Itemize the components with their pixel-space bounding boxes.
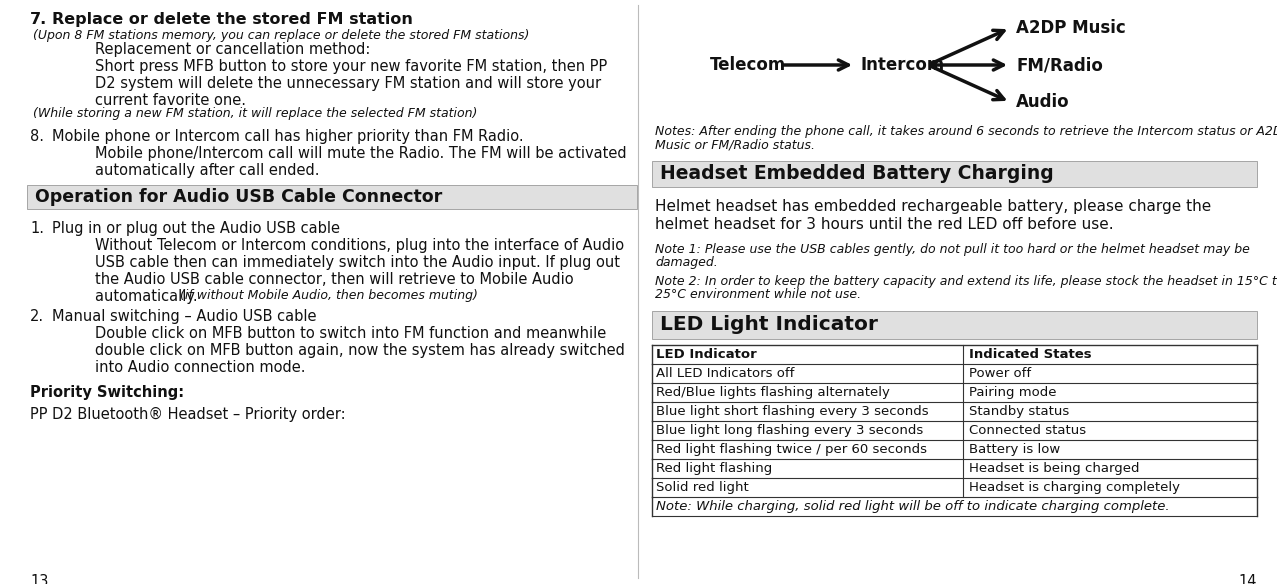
Text: Red light flashing twice / per 60 seconds: Red light flashing twice / per 60 second… [656,443,927,456]
Text: Double click on MFB button to switch into FM function and meanwhile: Double click on MFB button to switch int… [94,326,607,341]
Text: the Audio USB cable connector, then will retrieve to Mobile Audio: the Audio USB cable connector, then will… [94,272,573,287]
Text: Music or FM/Radio status.: Music or FM/Radio status. [655,138,815,151]
Text: 1.: 1. [29,221,43,236]
Text: automatically after call ended.: automatically after call ended. [94,163,319,178]
Text: Note 2: In order to keep the battery capacity and extend its life, please stock : Note 2: In order to keep the battery cap… [655,275,1277,288]
Text: Helmet headset has embedded rechargeable battery, please charge the: Helmet headset has embedded rechargeable… [655,199,1212,214]
Text: Replace or delete the stored FM station: Replace or delete the stored FM station [52,12,412,27]
Text: Red light flashing: Red light flashing [656,462,773,475]
FancyBboxPatch shape [27,185,637,209]
Text: Manual switching – Audio USB cable: Manual switching – Audio USB cable [52,309,317,324]
Text: Red/Blue lights flashing alternately: Red/Blue lights flashing alternately [656,386,890,399]
Text: Priority Switching:: Priority Switching: [29,385,184,400]
Text: Power off: Power off [969,367,1031,380]
Text: Note: While charging, solid red light will be off to indicate charging complete.: Note: While charging, solid red light wi… [656,500,1170,513]
Text: LED Light Indicator: LED Light Indicator [660,315,877,334]
Text: Blue light long flashing every 3 seconds: Blue light long flashing every 3 seconds [656,424,923,437]
Text: Mobile phone/Intercom call will mute the Radio. The FM will be activated: Mobile phone/Intercom call will mute the… [94,146,627,161]
Text: Headset is being charged: Headset is being charged [969,462,1139,475]
Text: Connected status: Connected status [969,424,1087,437]
Text: Replacement or cancellation method:: Replacement or cancellation method: [94,42,370,57]
Text: (While storing a new FM station, it will replace the selected FM station): (While storing a new FM station, it will… [33,107,478,120]
Text: (Upon 8 FM stations memory, you can replace or delete the stored FM stations): (Upon 8 FM stations memory, you can repl… [33,29,530,42]
Text: Note 1: Please use the USB cables gently, do not pull it too hard or the helmet : Note 1: Please use the USB cables gently… [655,243,1250,256]
Text: Battery is low: Battery is low [969,443,1060,456]
Text: 25°C environment while not use.: 25°C environment while not use. [655,288,861,301]
Text: Headset is charging completely: Headset is charging completely [969,481,1180,494]
Text: into Audio connection mode.: into Audio connection mode. [94,360,305,375]
Text: double click on MFB button again, now the system has already switched: double click on MFB button again, now th… [94,343,624,358]
Text: current favorite one.: current favorite one. [94,93,246,108]
Text: Operation for Audio USB Cable Connector: Operation for Audio USB Cable Connector [34,188,442,206]
Text: Notes: After ending the phone call, it takes around 6 seconds to retrieve the In: Notes: After ending the phone call, it t… [655,125,1277,138]
FancyBboxPatch shape [653,311,1257,339]
Text: Plug in or plug out the Audio USB cable: Plug in or plug out the Audio USB cable [52,221,340,236]
Text: 13: 13 [29,574,49,584]
Text: All LED Indicators off: All LED Indicators off [656,367,794,380]
Text: automatically.: automatically. [94,289,202,304]
Text: Audio: Audio [1016,93,1070,111]
Text: Intercom: Intercom [859,56,944,74]
Text: helmet headset for 3 hours until the red LED off before use.: helmet headset for 3 hours until the red… [655,217,1114,232]
Text: USB cable then can immediately switch into the Audio input. If plug out: USB cable then can immediately switch in… [94,255,621,270]
Text: PP D2 Bluetooth® Headset – Priority order:: PP D2 Bluetooth® Headset – Priority orde… [29,407,346,422]
Text: Standby status: Standby status [969,405,1069,418]
Text: LED Indicator: LED Indicator [656,348,757,361]
Text: (if without Mobile Audio, then becomes muting): (if without Mobile Audio, then becomes m… [180,289,478,302]
Text: Blue light short flashing every 3 seconds: Blue light short flashing every 3 second… [656,405,928,418]
Text: Solid red light: Solid red light [656,481,748,494]
Text: Pairing mode: Pairing mode [969,386,1056,399]
Text: Indicated States: Indicated States [969,348,1092,361]
Text: Short press MFB button to store your new favorite FM station, then PP: Short press MFB button to store your new… [94,59,608,74]
Text: FM/Radio: FM/Radio [1016,56,1103,74]
Text: Telecom: Telecom [710,56,787,74]
Text: A2DP Music: A2DP Music [1016,19,1126,37]
Text: 14: 14 [1239,574,1257,584]
Text: Mobile phone or Intercom call has higher priority than FM Radio.: Mobile phone or Intercom call has higher… [52,129,524,144]
Text: 7.: 7. [29,12,47,27]
Text: D2 system will delete the unnecessary FM station and will store your: D2 system will delete the unnecessary FM… [94,76,601,91]
Text: 8.: 8. [29,129,43,144]
Text: Without Telecom or Intercom conditions, plug into the interface of Audio: Without Telecom or Intercom conditions, … [94,238,624,253]
Text: Headset Embedded Battery Charging: Headset Embedded Battery Charging [660,164,1054,183]
Text: damaged.: damaged. [655,256,718,269]
FancyBboxPatch shape [653,161,1257,187]
Text: 2.: 2. [29,309,45,324]
